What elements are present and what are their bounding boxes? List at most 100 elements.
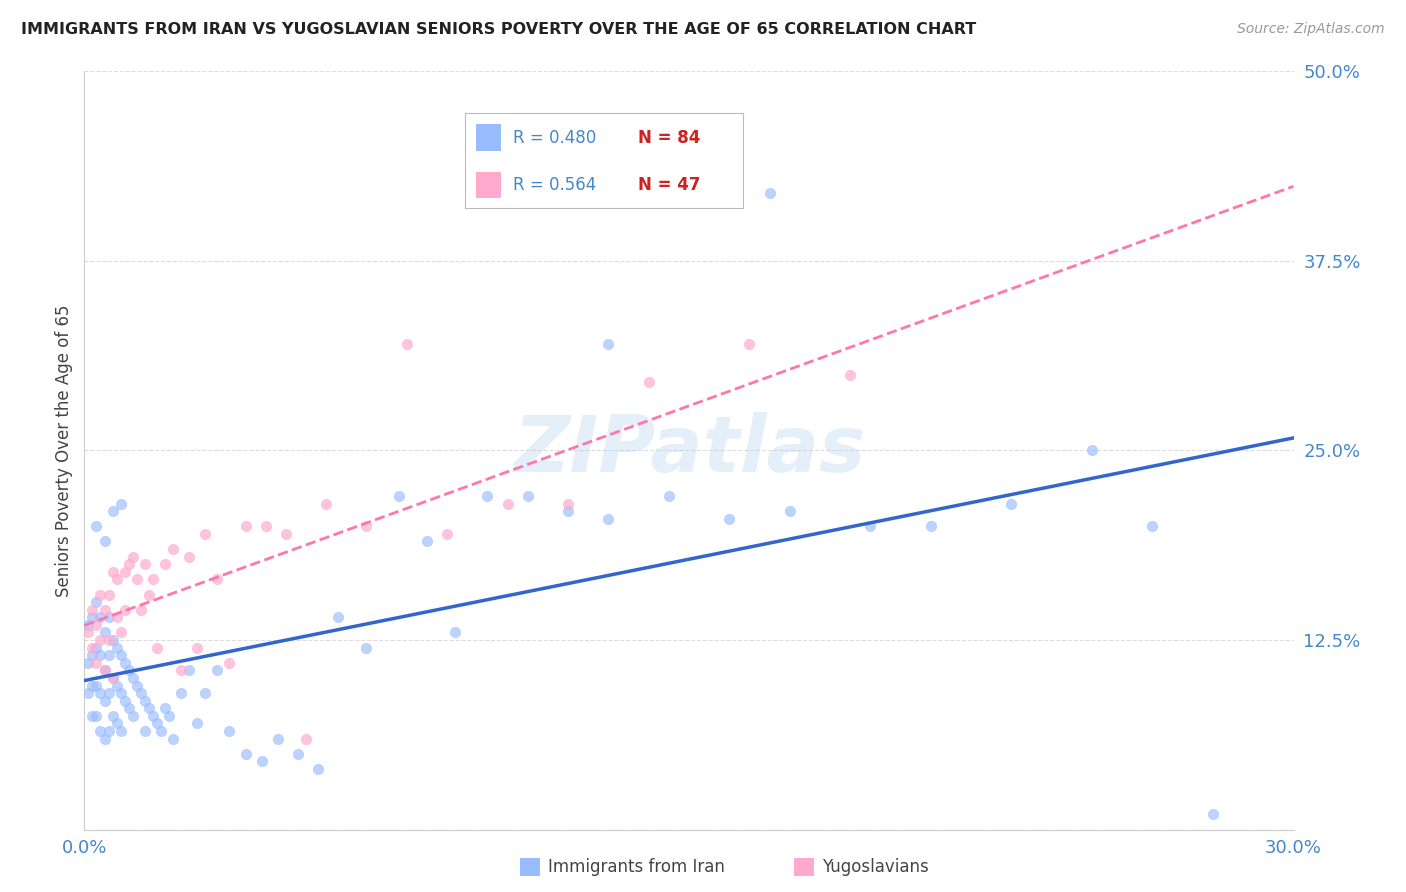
Point (129, 603, 152, 617)
Point (114, 603, 136, 617)
Point (89, 648, 111, 662)
Point (146, 716, 169, 731)
Point (110, 686, 132, 700)
Point (86, 678, 108, 692)
Point (93, 534, 115, 549)
Point (101, 504, 124, 518)
Point (218, 656, 240, 670)
Point (134, 557, 156, 572)
Point (121, 708, 143, 723)
Point (82, 640, 104, 655)
Point (179, 664, 201, 678)
Text: ZIPatlas: ZIPatlas (513, 412, 865, 489)
Point (718, 512, 741, 526)
Point (254, 519, 277, 533)
Point (436, 526, 458, 541)
Point (328, 610, 350, 624)
Point (194, 686, 217, 700)
Point (110, 625, 132, 640)
Point (738, 337, 761, 351)
Point (97, 633, 120, 648)
Point (356, 640, 378, 655)
Point (89, 686, 111, 700)
Point (105, 716, 128, 731)
Point (194, 526, 217, 541)
Point (86, 617, 108, 632)
Point (82, 610, 104, 624)
Point (77, 617, 100, 632)
Point (307, 762, 329, 776)
Point (496, 496, 519, 510)
Point (274, 526, 297, 541)
Point (162, 542, 184, 557)
Point (598, 337, 620, 351)
Point (114, 656, 136, 670)
Text: Source: ZipAtlas.com: Source: ZipAtlas.com (1237, 22, 1385, 37)
Point (77, 686, 100, 700)
Point (121, 549, 143, 564)
Point (89, 633, 111, 648)
Point (416, 534, 439, 549)
Point (93, 664, 115, 678)
Point (477, 489, 499, 503)
Point (114, 565, 136, 579)
Point (134, 694, 156, 708)
Point (1202, 807, 1225, 822)
Point (170, 664, 193, 678)
Point (658, 489, 681, 503)
Point (129, 686, 152, 700)
Point (93, 603, 115, 617)
Point (77, 625, 100, 640)
Point (758, 186, 780, 200)
Point (920, 519, 942, 533)
Point (101, 633, 124, 648)
Point (105, 573, 128, 587)
Point (97, 588, 120, 602)
Point (125, 678, 148, 692)
Point (149, 724, 172, 739)
Point (110, 496, 132, 510)
Point (186, 640, 208, 655)
Point (179, 549, 201, 564)
Point (516, 489, 538, 503)
Point (82, 603, 104, 617)
Point (839, 368, 862, 382)
Point (557, 496, 579, 510)
Point (779, 504, 801, 518)
Point (86, 519, 108, 533)
Point (97, 648, 120, 662)
Point (77, 656, 100, 670)
Point (93, 664, 115, 678)
Point (105, 610, 128, 624)
Point (118, 701, 141, 715)
Point (142, 708, 165, 723)
Text: Immigrants from Iran: Immigrants from Iran (548, 858, 725, 876)
Point (1142, 519, 1164, 533)
Point (598, 512, 620, 526)
Point (388, 489, 411, 503)
Point (153, 701, 176, 715)
Point (218, 724, 240, 739)
Point (125, 573, 148, 587)
Point (101, 708, 124, 723)
Point (82, 648, 104, 662)
Point (97, 610, 120, 624)
Point (1081, 443, 1104, 458)
Point (89, 724, 111, 739)
Point (138, 701, 160, 715)
Point (105, 678, 128, 692)
Point (142, 573, 165, 587)
Point (207, 664, 229, 678)
Point (86, 640, 108, 655)
Point (557, 504, 579, 518)
Point (93, 625, 115, 640)
Point (118, 557, 141, 572)
Point (162, 731, 184, 746)
Point (207, 573, 229, 587)
Point (157, 708, 180, 723)
Point (101, 671, 124, 685)
Y-axis label: Seniors Poverty Over the Age of 65: Seniors Poverty Over the Age of 65 (55, 304, 73, 597)
Point (97, 686, 120, 700)
Point (118, 664, 141, 678)
Point (82, 708, 104, 723)
